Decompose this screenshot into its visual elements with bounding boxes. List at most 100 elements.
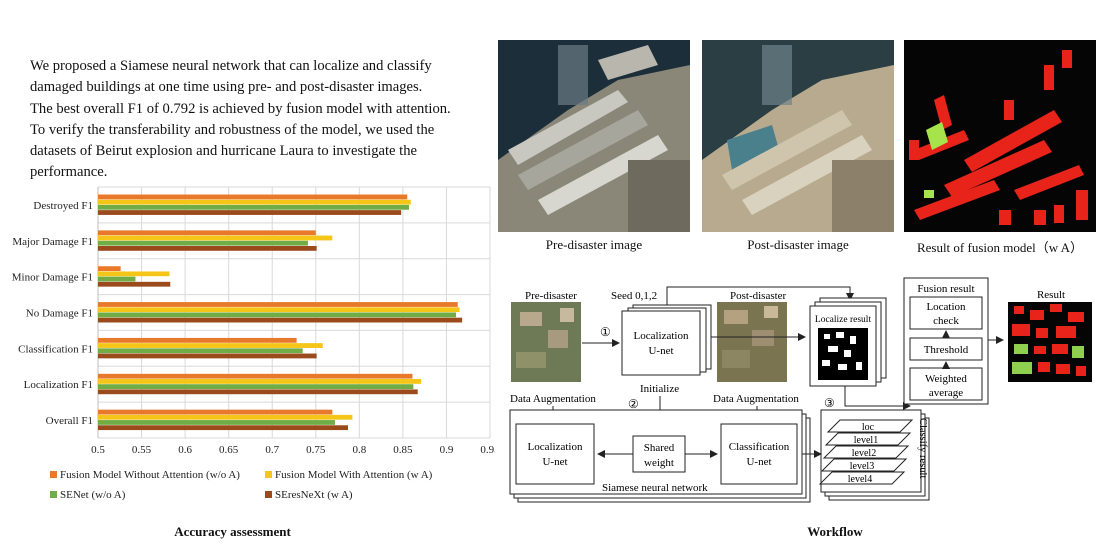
category-label: Destroyed F1 (33, 200, 93, 212)
shared-weight-label-1: Shared (644, 442, 675, 454)
initialize-label: Initialize (640, 383, 679, 395)
tick-label: 0.55 (132, 444, 152, 456)
category-label: Classification F1 (18, 343, 93, 355)
tick-label: 0.8 (352, 444, 366, 456)
fusion-result-label: Fusion result (917, 283, 974, 295)
bar (98, 302, 458, 307)
bar (98, 245, 317, 251)
location-check-box (909, 296, 983, 330)
localize-result-mask (818, 328, 868, 380)
classification-unet-label-2: U-net (746, 456, 771, 468)
step-3-marker: ③ (824, 396, 835, 410)
siamese-loc-label-1: Localization (528, 441, 583, 453)
seed-label: Seed 0,1,2 (611, 290, 657, 302)
step-1-marker: ① (600, 325, 611, 339)
classify-result-label: Classify result (917, 418, 928, 478)
category-label: No Damage F1 (26, 308, 93, 320)
legend-label: SENet (w/o A) (60, 489, 126, 501)
localization-unet-label-1: Localization (634, 330, 689, 342)
abstract-text: We proposed a Siamese neural network tha… (30, 56, 500, 184)
classification-unet-label-1: Classification (729, 441, 790, 453)
bar (98, 281, 171, 287)
tick-label: 0.7 (265, 444, 279, 456)
bar (98, 420, 335, 425)
level-loc: loc (862, 422, 875, 433)
fusion-result-caption: Result of fusion model（w A） (916, 240, 1084, 255)
weighted-average-label-2: average (929, 387, 963, 399)
abstract-line: performance. (30, 164, 108, 181)
tick-label: 0.95 (480, 444, 495, 456)
bar (98, 271, 170, 277)
bar (98, 384, 414, 390)
post-disaster-image (702, 40, 894, 232)
post-disaster-caption: Post-disaster image (747, 237, 849, 252)
tick-label: 0.75 (306, 444, 326, 456)
bar (98, 210, 402, 215)
data-augmentation-right: Data Augmentation (713, 393, 799, 405)
tick-label: 0.85 (393, 444, 413, 456)
location-check-label-1: Location (926, 301, 966, 313)
siamese-loc-label-2: U-net (542, 456, 567, 468)
bar (98, 409, 333, 415)
category-label: Overall F1 (46, 415, 93, 427)
legend-swatch (50, 471, 57, 478)
legend-label: Fusion Model With Attention (w A) (275, 469, 433, 481)
weighted-average-label-1: Weighted (925, 373, 967, 385)
tick-label: 0.65 (219, 444, 239, 456)
abstract-line: We proposed a Siamese neural network tha… (30, 58, 432, 74)
result-label: Result (1037, 289, 1065, 301)
accuracy-chart: Destroyed F1 Major Damage F1 Minor Damage … (12, 186, 495, 501)
localization-unet-label-2: U-net (648, 345, 673, 357)
weighted-average-box (909, 367, 983, 401)
legend-swatch (265, 491, 272, 498)
bar (98, 230, 316, 236)
shared-weight-label-2: weight (644, 457, 674, 469)
bar (98, 204, 409, 210)
category-label: Major Damage F1 (12, 236, 93, 248)
abstract-line: damaged buildings at one time using pre-… (30, 79, 423, 96)
category-label: Minor Damage F1 (12, 272, 93, 284)
bar (98, 337, 297, 343)
post-disaster-thumbnail (717, 302, 787, 382)
bar (98, 199, 411, 205)
post-disaster-label: Post-disaster (730, 290, 787, 302)
level-4: level4 (848, 474, 872, 485)
siamese-network-label: Siamese neural network (602, 482, 708, 494)
tick-label: 0.6 (178, 444, 192, 456)
classification-unet-box (720, 423, 798, 485)
bar (98, 379, 422, 384)
bar (98, 307, 460, 313)
tick-label: 0.5 (91, 444, 105, 456)
legend-swatch (265, 471, 272, 478)
level-3: level3 (850, 461, 874, 472)
level-2: level2 (852, 448, 876, 459)
bar (98, 343, 323, 348)
abstract-line: To verify the transferability and robust… (30, 121, 435, 138)
bar (98, 353, 317, 359)
pre-disaster-thumbnail (511, 302, 581, 382)
pre-disaster-caption: Pre-disaster image (545, 237, 643, 252)
fusion-result-image (904, 40, 1096, 232)
abstract-line: The best overall F1 of 0.792 is achieved… (30, 100, 451, 117)
legend-swatch (50, 491, 57, 498)
abstract-line: datasets of Beirut explosion and hurrica… (30, 143, 418, 160)
bar (98, 194, 408, 200)
localize-result-label: Localize result (815, 315, 872, 325)
bar (98, 373, 413, 379)
legend-label: SEresNeXt (w A) (275, 489, 353, 501)
legend-label: Fusion Model Without Attention (w/o A) (60, 469, 240, 481)
data-augmentation-left: Data Augmentation (510, 393, 596, 405)
workflow-diagram: Pre-disaster Post-disaster Seed 0,1,2 ① … (509, 277, 1092, 503)
pre-disaster-label: Pre-disaster (525, 290, 577, 302)
bar (98, 312, 457, 318)
tick-label: 0.9 (440, 444, 454, 456)
bar (98, 235, 333, 241)
category-label: Localization F1 (24, 379, 93, 391)
bar (98, 348, 303, 354)
bar (98, 414, 353, 420)
bar (98, 276, 136, 282)
chart-caption: Accuracy assessment (174, 524, 291, 539)
bar (98, 389, 418, 395)
pre-disaster-image (498, 40, 690, 232)
bar (98, 317, 463, 323)
